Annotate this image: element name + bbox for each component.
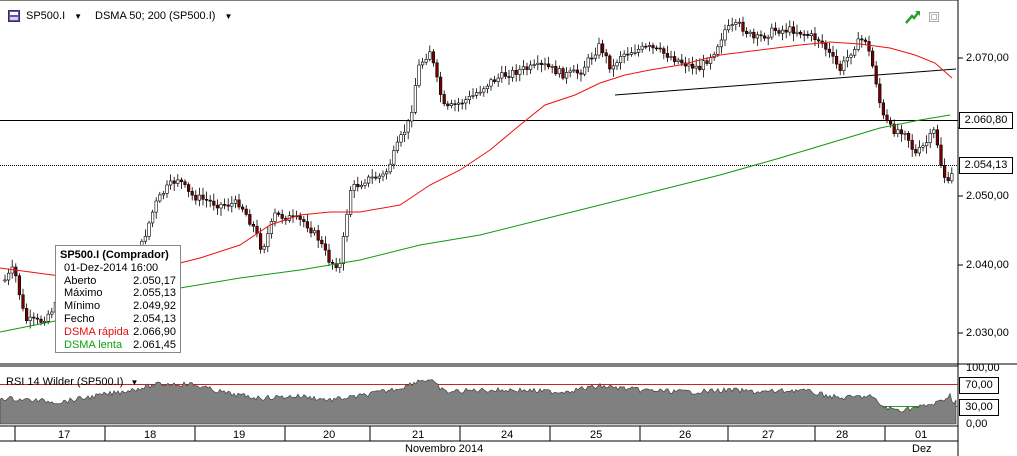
price-tick: 2.040,00 (966, 259, 1009, 271)
rsi-boxed-tick: 30,00 (959, 399, 999, 416)
tooltip-row-high: Máximo 2.055,13 (64, 287, 176, 300)
symbol-selector[interactable]: SP500.I ▼ (8, 8, 82, 24)
rsi-boxed-tick: 70,00 (959, 377, 999, 394)
price-axis-tick-marks (958, 57, 963, 334)
day-label: 01 (915, 429, 928, 441)
rsi-title: RSI 14 Wilder (SP500.I) (6, 376, 124, 388)
rsi-tick: 100,00 (966, 362, 1000, 374)
trendline[interactable] (614, 68, 957, 96)
triangle-down-icon[interactable]: ▼ (130, 378, 139, 387)
price-tick: 2.070,00 (966, 52, 1009, 64)
rsi-tick: 0,00 (966, 418, 988, 430)
day-label: 18 (144, 429, 157, 441)
day-separators (14, 426, 886, 441)
month-label: Dez (912, 443, 932, 455)
price-tick: 2.050,00 (966, 190, 1009, 202)
day-label: 28 (836, 429, 849, 441)
cfd-instrument-icon (8, 10, 20, 22)
day-label: 20 (323, 429, 336, 441)
indicator-selector[interactable]: DSMA 50; 200 (SP500.I) ▼ (95, 8, 232, 24)
maximize-icon[interactable] (929, 12, 939, 22)
fast-moving-average-line[interactable] (0, 41, 953, 277)
day-label: 24 (501, 429, 514, 441)
price-tick: 2.030,00 (966, 327, 1009, 339)
tooltip-row-low: Mínimo 2.049,92 (64, 300, 176, 313)
tooltip-title: SP500.I (Comprador) (60, 249, 169, 261)
boxed-price-level[interactable]: 2.060,80 (959, 112, 1013, 129)
indicator-label: DSMA 50; 200 (SP500.I) (95, 10, 216, 22)
green-arrow-icon[interactable] (905, 10, 921, 24)
tooltip-row-close: Fecho 2.054,13 (64, 312, 176, 325)
tooltip-row-open: Aberto 2.050,17 (64, 274, 176, 287)
tooltip-row-fast-ma: DSMA rápida 2.066,90 (64, 325, 176, 338)
ohlc-tooltip: SP500.I (Comprador) 01-Dez-2014 16:00 Ab… (55, 245, 181, 353)
tooltip-row-slow-ma: DSMA lenta 2.061,45 (64, 338, 176, 351)
triangle-down-icon[interactable]: ▼ (74, 11, 83, 21)
day-label: 21 (412, 429, 425, 441)
rsi-area (0, 379, 957, 425)
day-label: 17 (58, 429, 71, 441)
rsi-indicator-selector[interactable]: RSI 14 Wilder (SP500.I) ▼ (6, 376, 138, 388)
boxed-price-level[interactable]: 2.054,13 (959, 157, 1013, 174)
day-label: 26 (679, 429, 692, 441)
tooltip-datetime: 01-Dez-2014 16:00 (64, 261, 159, 274)
month-label: Novembro 2014 (405, 443, 484, 455)
day-label: 25 (590, 429, 603, 441)
day-label: 27 (762, 429, 775, 441)
symbol-label: SP500.I (26, 10, 66, 22)
day-label: 19 (233, 429, 246, 441)
triangle-down-icon[interactable]: ▼ (224, 11, 233, 21)
